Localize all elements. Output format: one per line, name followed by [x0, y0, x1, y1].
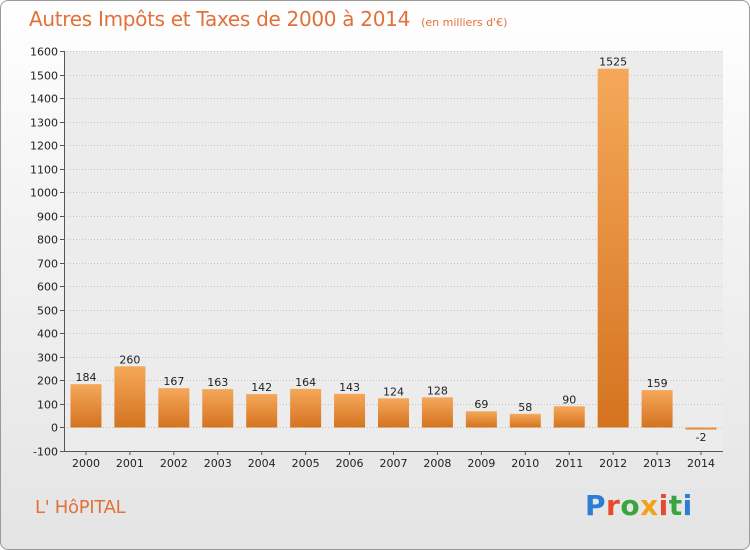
bar [202, 389, 234, 428]
logo-letter: t [668, 489, 683, 522]
x-tick-label: 2002 [160, 457, 188, 470]
y-tick-label: 200 [37, 375, 58, 388]
data-label: 69 [474, 398, 488, 411]
x-tick-label: 2009 [467, 457, 495, 470]
logo-letter: i [658, 489, 669, 522]
y-tick-label: 900 [37, 211, 58, 224]
bar [421, 397, 453, 428]
bar [246, 394, 278, 428]
y-tick-label: 700 [37, 258, 58, 271]
data-label: 143 [339, 381, 360, 394]
bar [378, 398, 409, 428]
x-tick-label: 2004 [248, 457, 276, 470]
bar [641, 390, 673, 428]
x-tick-label: 2001 [116, 457, 144, 470]
y-tick-label: 1300 [30, 117, 58, 130]
data-label: 260 [119, 353, 140, 366]
x-tick-label: 2010 [511, 457, 539, 470]
x-tick-label: 2005 [292, 457, 320, 470]
logo-letter: o [620, 489, 641, 522]
x-tick-label: 2007 [380, 457, 408, 470]
bar [597, 68, 629, 428]
y-tick-label: 600 [37, 281, 58, 294]
y-tick-label: -100 [33, 446, 58, 459]
bar [509, 413, 541, 428]
x-tick-label: 2006 [336, 457, 364, 470]
y-tick-label: 0 [51, 422, 58, 435]
data-label: -2 [696, 431, 707, 444]
y-tick-label: 500 [37, 305, 58, 318]
y-tick-label: 1600 [30, 46, 58, 59]
x-tick-label: 2012 [599, 457, 627, 470]
y-tick-label: 1100 [30, 164, 58, 177]
bar [290, 388, 322, 428]
x-tick-label: 2013 [643, 457, 671, 470]
bar [334, 393, 366, 428]
data-label: 142 [251, 381, 272, 394]
data-label: 128 [427, 384, 448, 397]
y-tick-label: 1000 [30, 187, 58, 200]
bar [158, 388, 190, 428]
bar [685, 427, 717, 430]
y-tick-label: 800 [37, 234, 58, 247]
y-tick-label: 400 [37, 328, 58, 341]
y-tick-label: 1500 [30, 70, 58, 83]
x-tick-label: 2000 [72, 457, 100, 470]
data-label: 124 [383, 385, 404, 398]
logo-letter: P [585, 489, 607, 522]
x-tick-label: 2011 [555, 457, 583, 470]
data-label: 167 [163, 375, 184, 388]
y-tick-label: 300 [37, 352, 58, 365]
y-tick-label: 1200 [30, 140, 58, 153]
y-tick-label: 100 [37, 399, 58, 412]
data-label: 184 [75, 371, 96, 384]
chart-unit-note: (en milliers d'€) [421, 16, 508, 29]
chart-title: Autres Impôts et Taxes de 2000 à 2014 (e… [29, 7, 507, 31]
proxiti-logo: Proxiti [585, 489, 693, 522]
bar [114, 366, 146, 428]
data-label: 90 [562, 393, 576, 406]
x-tick-label: 2014 [687, 457, 715, 470]
data-label: 1525 [599, 56, 627, 69]
commune-name: L' HôPITAL [35, 497, 126, 518]
data-label: 164 [295, 376, 316, 389]
bar [70, 384, 102, 428]
bar [553, 406, 585, 428]
chart-title-main: Autres Impôts et Taxes de 2000 à 2014 [29, 7, 410, 31]
data-label: 159 [647, 377, 668, 390]
x-tick-label: 2003 [204, 457, 232, 470]
logo-letter: r [606, 489, 621, 522]
data-label: 58 [518, 401, 532, 414]
x-tick-label: 2008 [423, 457, 451, 470]
y-tick-label: 1400 [30, 93, 58, 106]
bar [465, 411, 497, 428]
logo-letter: i [682, 489, 693, 522]
data-label: 163 [207, 376, 228, 389]
logo-letter: x [640, 489, 659, 522]
